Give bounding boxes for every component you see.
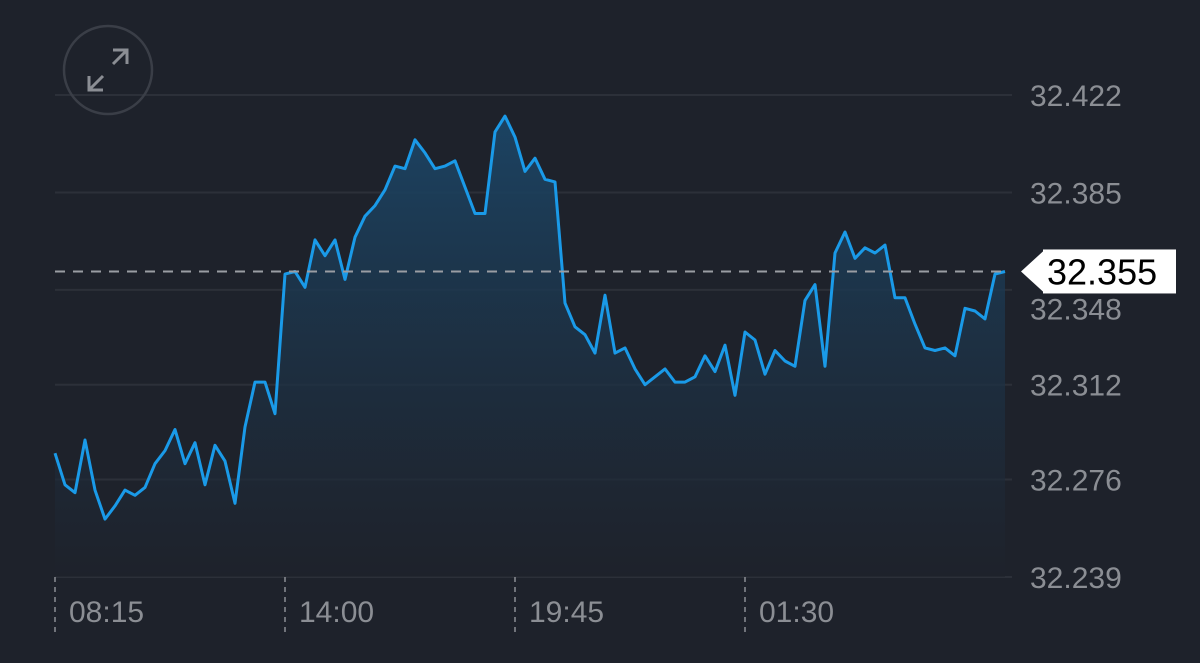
price-line (53, 114, 1006, 521)
price-tag-arrow (1021, 250, 1044, 293)
expand-arrows-icon[interactable] (87, 48, 129, 92)
x-tick-label: 14:00 (299, 596, 374, 629)
x-tick-label: 01:30 (759, 596, 834, 629)
x-axis: 08:15 14:00 19:45 01:30 (54, 577, 834, 632)
expand-button[interactable] (62, 24, 154, 116)
current-price-label: 32.355 (1047, 251, 1157, 292)
price-area-fill (55, 116, 1005, 577)
y-tick-label: 32.348 (1030, 293, 1122, 326)
price-tag-box (1043, 249, 1176, 294)
y-tick-label: 32.276 (1030, 465, 1122, 498)
x-tick-label: 19:45 (529, 596, 604, 629)
y-tick-label: 32.312 (1030, 370, 1122, 403)
y-tick-label: 32.422 (1030, 80, 1122, 113)
expand-button-circle[interactable] (62, 24, 154, 116)
y-tick-label: 32.385 (1030, 177, 1122, 210)
y-tick-label: 32.239 (1030, 562, 1122, 595)
x-tick-label: 08:15 (69, 596, 144, 629)
y-axis-labels: 32.422 32.385 32.348 32.312 32.276 32.239 (1030, 80, 1122, 595)
data-points (54, 115, 1006, 520)
current-price-tag: 32.355 (1021, 249, 1176, 294)
